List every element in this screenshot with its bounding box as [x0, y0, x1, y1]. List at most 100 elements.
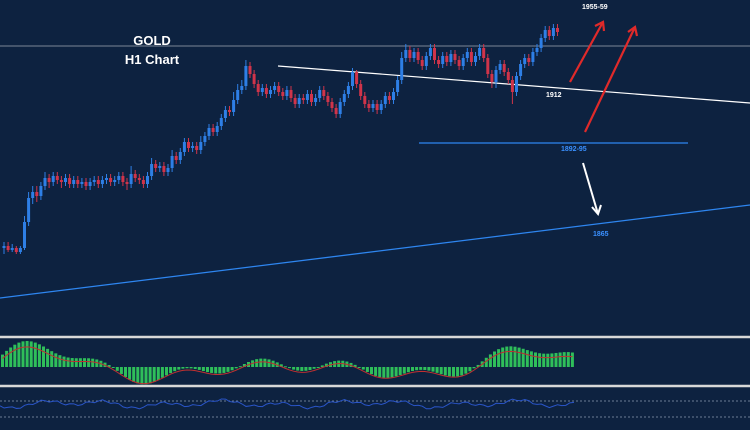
- candle-body: [146, 176, 149, 184]
- candle-body: [125, 182, 129, 184]
- macd-bar: [144, 367, 148, 385]
- macd-bar: [353, 364, 357, 367]
- macd-bar: [1, 354, 4, 367]
- macd-bar: [197, 367, 201, 370]
- macd-bar: [419, 367, 423, 370]
- macd-bar: [505, 346, 509, 367]
- candle-body: [338, 102, 342, 114]
- candle-body: [433, 48, 436, 60]
- macd-bar: [124, 367, 127, 378]
- macd-bar: [398, 367, 402, 376]
- candle-body: [248, 66, 252, 74]
- bearish-arrow: [582, 162, 602, 216]
- candle-body: [543, 30, 547, 38]
- macd-bar: [525, 350, 529, 367]
- candle-body: [469, 52, 473, 62]
- macd-bar: [361, 367, 365, 370]
- candle-body: [64, 178, 67, 182]
- candle-body: [445, 56, 449, 62]
- macd-bar: [115, 367, 119, 371]
- macd-histogram: [1, 340, 574, 385]
- macd-bar: [267, 359, 271, 367]
- macd-bar: [66, 357, 70, 367]
- candle-body: [330, 102, 334, 108]
- candle-body: [88, 182, 92, 186]
- candle-body: [14, 248, 18, 252]
- macd-bar: [378, 367, 382, 378]
- macd-bar: [234, 367, 238, 369]
- candle-body: [269, 90, 272, 94]
- bullish-arrow-long: [584, 25, 639, 133]
- candle-body: [133, 174, 137, 178]
- candle-body: [166, 168, 170, 172]
- macd-bar: [468, 367, 472, 372]
- candle-body: [100, 180, 104, 184]
- macd-bar: [238, 366, 242, 368]
- candle-body: [408, 50, 412, 58]
- candle-body: [47, 178, 51, 182]
- candle-body: [105, 178, 108, 180]
- macd-bar: [452, 367, 455, 377]
- macd-bar: [513, 346, 517, 367]
- candle-body: [310, 94, 313, 102]
- candle-body: [178, 152, 182, 160]
- candle-body: [59, 180, 63, 182]
- target-level-label: 1955-59: [582, 4, 608, 11]
- macd-bar: [411, 367, 414, 372]
- candle-body: [260, 88, 264, 92]
- candle-body: [223, 110, 227, 118]
- candle-body: [527, 58, 531, 62]
- candle-body: [457, 60, 461, 66]
- macd-bar: [382, 367, 386, 378]
- candle-body: [31, 192, 35, 198]
- macd-bar: [488, 354, 492, 367]
- macd-bar: [349, 362, 353, 367]
- macd-bar: [476, 364, 480, 367]
- candle-body: [486, 58, 490, 74]
- macd-bar: [165, 367, 168, 376]
- candle-body: [531, 52, 535, 62]
- macd-bar: [439, 367, 443, 375]
- macd-bar: [140, 367, 144, 385]
- macd-bar: [435, 367, 439, 373]
- candle-body: [51, 176, 55, 182]
- macd-bar: [136, 367, 140, 384]
- candle-body: [392, 92, 395, 100]
- candle-body: [437, 60, 441, 64]
- candle-body: [404, 50, 408, 58]
- candle-body: [379, 104, 383, 110]
- macd-bar: [501, 347, 505, 367]
- macd-bar: [443, 367, 447, 376]
- candle-body: [129, 174, 133, 184]
- macd-bar: [464, 367, 468, 374]
- macd-bar: [74, 358, 78, 367]
- macd-signal-line: [2, 346, 573, 385]
- candle-body: [351, 72, 354, 86]
- macd-bar: [357, 367, 361, 368]
- macd-bar: [87, 358, 91, 367]
- macd-bar: [255, 359, 259, 367]
- candle-body: [301, 98, 305, 100]
- candle-body: [72, 180, 76, 184]
- macd-bar: [214, 367, 218, 374]
- macd-bar: [472, 367, 476, 369]
- macd-bar: [484, 357, 488, 367]
- macd-bar: [300, 367, 304, 371]
- candle-body: [326, 96, 330, 102]
- candle-body: [215, 126, 219, 132]
- candle-body: [18, 248, 22, 252]
- macd-bar: [160, 367, 164, 378]
- macd-bar: [62, 356, 66, 367]
- ascending-trendline: [0, 204, 750, 299]
- candle-body: [55, 176, 59, 180]
- macd-bar: [427, 367, 431, 371]
- pivot-level-label: 1912: [546, 92, 562, 99]
- candle-body: [490, 74, 494, 82]
- candle-body: [277, 86, 281, 92]
- macd-bar: [279, 364, 283, 367]
- macd-bar: [177, 367, 181, 370]
- candle-body: [502, 64, 506, 72]
- macd-bar: [370, 367, 373, 375]
- candle-body: [6, 246, 10, 250]
- candle-body: [232, 100, 236, 112]
